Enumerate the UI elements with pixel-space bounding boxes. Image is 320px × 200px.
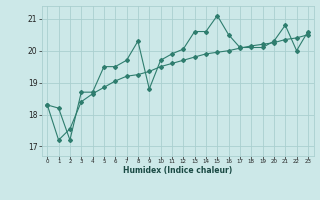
X-axis label: Humidex (Indice chaleur): Humidex (Indice chaleur): [123, 166, 232, 175]
